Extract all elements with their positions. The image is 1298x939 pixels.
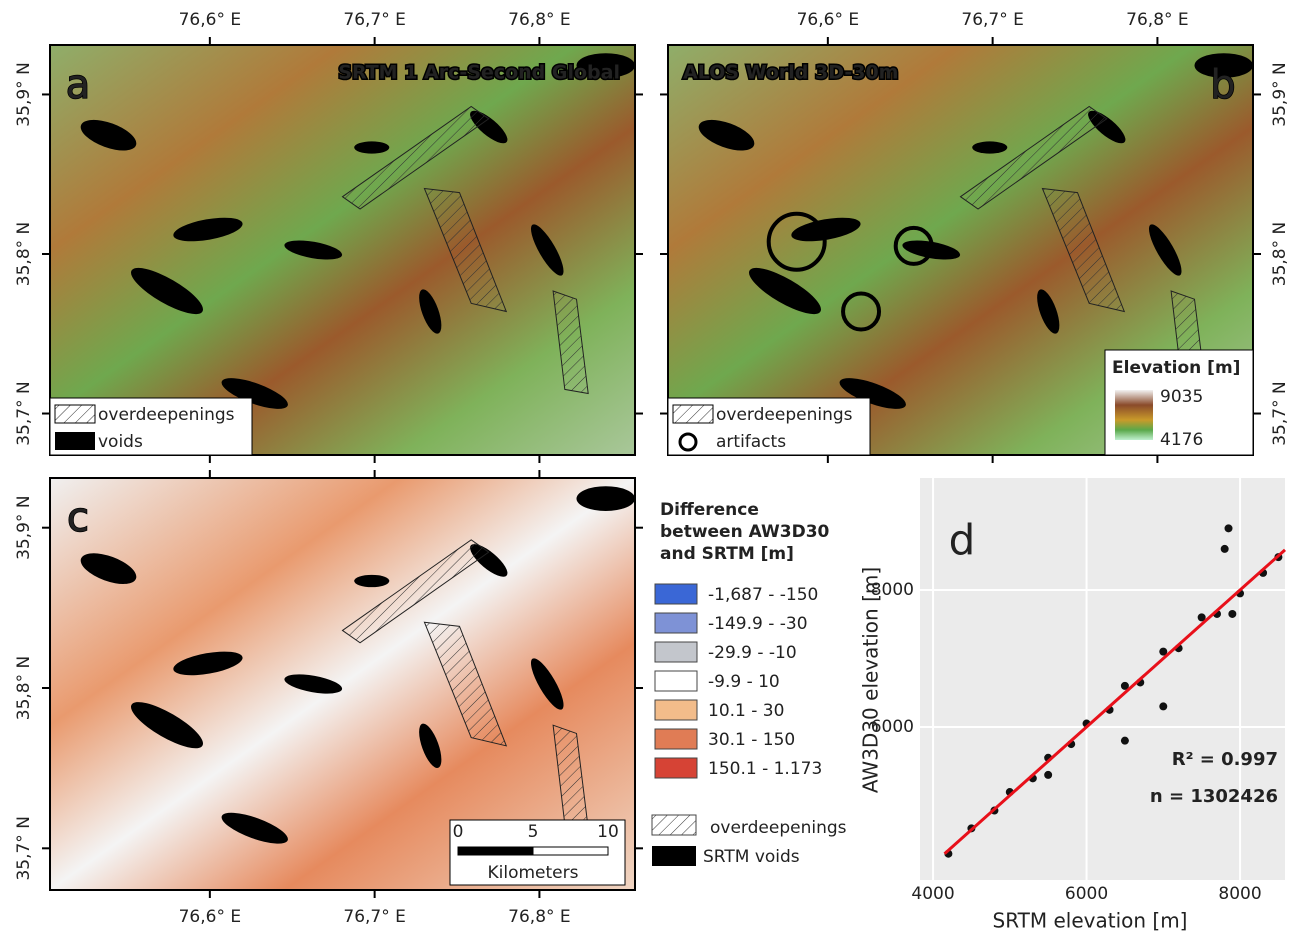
legend-label: -149.9 - -30 [708,614,808,634]
y-tick-label: 35,7° N [14,816,34,880]
ramp-max: 9035 [1160,387,1203,407]
annotation: R² = 0.997 [1172,749,1278,770]
annotation: n = 1302426 [1150,786,1278,807]
legend-swatch [655,758,697,778]
legend-label: overdeepenings [716,405,853,425]
x-tick-label: 76,8° E [508,10,571,30]
legend-label: 30.1 - 150 [708,730,795,750]
scatter-point [1225,524,1233,532]
legend-label: -29.9 - -10 [708,643,797,663]
y-tick-label: 35,9° N [1270,62,1290,126]
figure: 76,6° E 76,7° E 76,8° E 35,7° N 35,8° N 35,9°… [0,0,1298,935]
ramp-min: 4176 [1160,430,1203,450]
legend-label: 10.1 - 30 [708,701,784,721]
y-tick-label: 35,9° N [14,495,34,559]
void-area [577,486,636,511]
legend-swatch [655,671,697,691]
scatter-point [1228,610,1236,618]
x-tick-label: 76,8° E [1126,10,1189,30]
legend-label: 150.1 - 1.173 [708,759,822,779]
x-tick-label: 76,6° E [797,10,860,30]
scatter-point [1159,702,1167,710]
scatter-point [1121,737,1129,745]
x-tick-label: 76,8° E [508,907,571,927]
x-tick-label: 76,7° E [343,907,406,927]
map-panel: 76,6° E 76,7° E 76,8° E 35,7° N 35,8° N 35,9°… [14,470,847,927]
map-panel: 76,6° E 76,7° E 76,8° E 35,7° N 35,8° N 35,9°… [14,10,643,463]
legend-swatch [673,405,713,423]
scale-bar-right [533,847,608,855]
legend-title: between AW3D30 [660,522,830,542]
legend-swatch [655,642,697,662]
legend-label: voids [98,432,143,452]
legend-label: overdeepenings [710,818,847,838]
legend-swatch [55,405,95,423]
panel-letter: b [1210,62,1235,108]
x-tick-label: 6000 [1065,884,1108,904]
y-tick-label: 35,8° N [14,222,34,286]
y-tick-label: 35,9° N [14,62,34,126]
legend-swatch [655,613,697,633]
legend-label: SRTM voids [703,847,800,867]
legend-swatch [55,432,95,450]
legend-title: and SRTM [m] [660,544,794,564]
legend-swatch [652,846,696,866]
scale-tick-label: 0 [453,822,464,842]
x-tick-label: 76,7° E [343,10,406,30]
color-ramp [1115,390,1153,440]
legend-swatch [655,584,697,604]
void-area [972,141,1007,153]
y-tick-label: 35,8° N [1270,222,1290,286]
panel-letter: c [67,495,89,541]
panel-letter: a [66,62,91,108]
x-tick-label: 76,6° E [179,10,242,30]
void-area [354,141,389,153]
legend-label: artifacts [716,432,786,452]
y-tick-label: 35,7° N [14,381,34,445]
legend-label: -1,687 - -150 [708,585,818,605]
y-tick-label: 35,8° N [14,656,34,720]
y-axis-title: AW3D30 elevation [m] [859,567,883,793]
legend-swatch [655,700,697,720]
legend-label: overdeepenings [98,405,235,425]
scatter-point [1044,771,1052,779]
x-tick-label: 8000 [1218,884,1261,904]
x-tick-label: 4000 [911,884,954,904]
panel-letter: d [949,516,976,565]
x-tick-label: 76,7° E [961,10,1024,30]
map-panel: 76,6° E 76,7° E 76,8° E 35,7° N 35,8° N 35,9°… [660,10,1290,463]
legend-title: Elevation [m] [1112,358,1240,378]
panel-title: ALOS World 3D-30m [683,62,899,84]
scale-title: Kilometers [488,863,579,883]
y-tick-label: 35,7° N [1270,381,1290,445]
scale-bar-left [458,847,533,855]
scale-tick-label: 5 [528,822,539,842]
legend-swatch [652,815,696,835]
void-area [354,575,389,587]
legend-label: -9.9 - 10 [708,672,780,692]
legend-swatch [655,729,697,749]
x-axis-title: SRTM elevation [m] [993,909,1188,933]
panel-title: SRTM 1 Arc-Second Global [338,62,620,84]
scatter-point [1221,545,1229,553]
scale-tick-label: 10 [597,822,619,842]
legend-title: Difference [660,500,759,520]
x-tick-label: 76,6° E [179,907,242,927]
